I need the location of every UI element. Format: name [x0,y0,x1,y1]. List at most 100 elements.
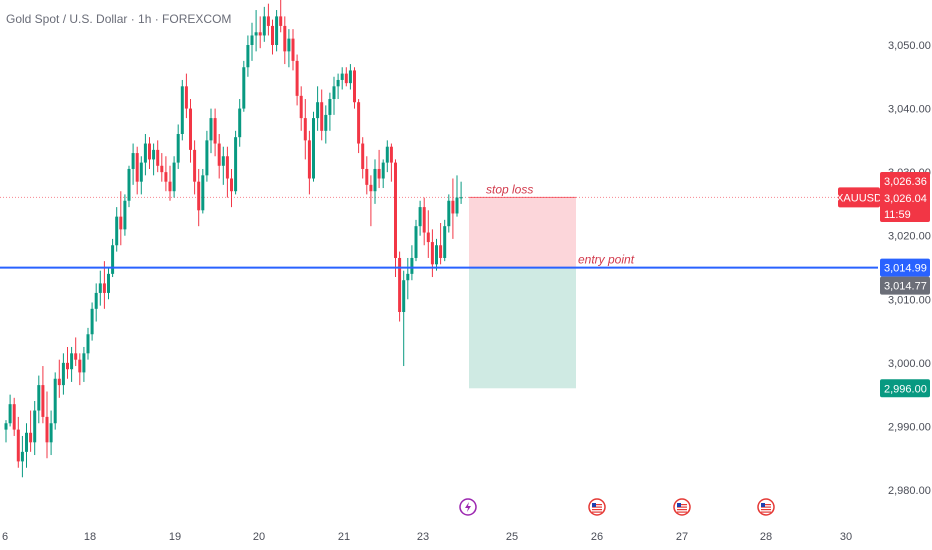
candle-body[interactable] [20,451,24,462]
candle-body[interactable] [111,245,115,274]
candle-body[interactable] [283,25,287,52]
candle-body[interactable] [299,95,303,119]
candle-body[interactable] [131,153,135,169]
candle-body[interactable] [307,140,311,179]
candle-body[interactable] [168,181,172,192]
candle-body[interactable] [205,140,209,176]
candle-body[interactable] [258,32,262,36]
candle-body[interactable] [430,242,434,265]
candle-body[interactable] [238,108,242,138]
candle-body[interactable] [324,114,328,131]
candle-body[interactable] [201,175,205,211]
candle-body[interactable] [332,86,336,100]
candle-body[interactable] [197,181,201,211]
candle-body[interactable] [143,143,147,163]
candle-body[interactable] [254,32,258,36]
candle-body[interactable] [86,334,90,354]
candle-body[interactable] [209,118,213,141]
candle-body[interactable] [418,207,422,227]
candle-body[interactable] [275,16,279,45]
candle-body[interactable] [439,245,443,258]
candle-body[interactable] [402,280,406,312]
candle-body[interactable] [398,257,402,312]
candle-body[interactable] [119,216,123,230]
candle-body[interactable] [394,162,397,258]
candle-body[interactable] [8,404,12,424]
candle-body[interactable] [320,102,324,131]
candle-body[interactable] [53,378,57,424]
candle-body[interactable] [271,25,274,45]
candle-body[interactable] [242,67,246,109]
candle-body[interactable] [90,308,94,335]
candle-body[interactable] [295,60,299,96]
candle-body[interactable] [4,423,8,430]
candle-body[interactable] [316,102,320,119]
candle-body[interactable] [33,410,37,443]
candle-body[interactable] [455,197,459,214]
candle-body[interactable] [435,245,438,265]
candle-body[interactable] [135,153,139,182]
candle-body[interactable] [369,184,373,192]
candle-body[interactable] [287,38,291,52]
candle-body[interactable] [410,257,414,274]
candle-body[interactable] [291,38,295,61]
candle-body[interactable] [389,146,393,163]
candle-body[interactable] [180,86,184,134]
candle-body[interactable] [176,134,180,163]
candle-body[interactable] [12,404,16,430]
candle-body[interactable] [152,149,156,160]
candle-body[interactable] [49,423,53,443]
candle-body[interactable] [217,143,221,166]
candle-body[interactable] [234,137,238,192]
candle-body[interactable] [115,216,119,246]
candle-body[interactable] [127,168,131,201]
candle-body[interactable] [70,353,74,370]
candle-body[interactable] [16,429,20,462]
candle-body[interactable] [78,359,82,373]
candle-body[interactable] [250,35,254,45]
candle-body[interactable] [189,108,192,150]
candle-body[interactable] [29,432,33,443]
candle-body[interactable] [164,172,168,182]
candle-body[interactable] [184,86,188,109]
candle-body[interactable] [37,385,41,411]
candle-body[interactable] [361,143,365,169]
candle-body[interactable] [357,102,361,144]
candle-body[interactable] [426,232,430,243]
candle-body[interactable] [74,353,78,360]
candle-body[interactable] [148,143,151,160]
candle-body[interactable] [266,16,270,26]
candle-body[interactable] [230,178,233,192]
candle-body[interactable] [193,149,197,182]
candle-body[interactable] [344,73,348,84]
candle-body[interactable] [340,73,344,80]
candle-body[interactable] [107,273,110,293]
candle-body[interactable] [25,432,28,452]
candle-body[interactable] [336,79,340,87]
candle-body[interactable] [381,162,385,179]
candle-body[interactable] [459,197,463,199]
candle-body[interactable] [279,16,283,26]
candle-body[interactable] [41,385,45,417]
candle-body[interactable] [57,378,61,386]
candle-body[interactable] [246,45,250,68]
candle-body[interactable] [451,200,455,214]
candle-body[interactable] [373,168,377,192]
candle-body[interactable] [45,416,49,443]
candle-body[interactable] [385,146,389,163]
candle-body[interactable] [422,207,426,233]
candle-body[interactable] [82,353,86,373]
candle-body[interactable] [221,156,225,166]
candle-body[interactable] [225,156,229,179]
candle-body[interactable] [213,118,217,144]
candle-body[interactable] [98,283,102,293]
stop-loss-zone[interactable] [469,197,576,268]
candle-body[interactable] [328,99,332,115]
candle-body[interactable] [61,362,65,386]
candle-body[interactable] [160,165,164,173]
candle-body[interactable] [406,273,410,281]
candle-body[interactable] [447,200,451,227]
candle-body[interactable] [303,118,307,141]
